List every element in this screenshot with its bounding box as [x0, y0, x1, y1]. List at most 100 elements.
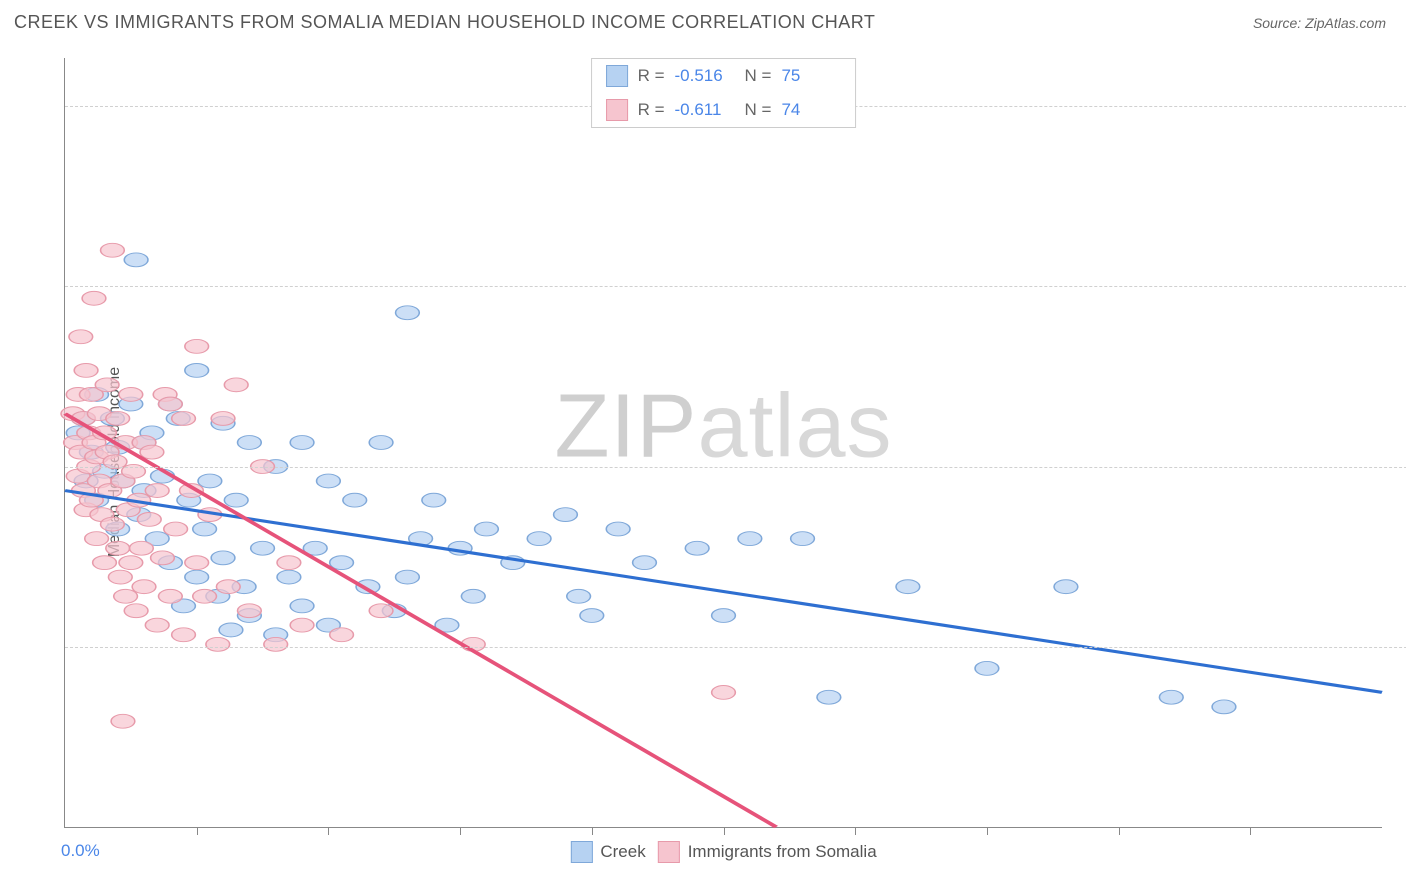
data-point — [211, 412, 235, 426]
data-point — [712, 686, 736, 700]
data-point — [290, 436, 314, 450]
data-point — [119, 556, 143, 570]
data-point — [101, 517, 125, 531]
data-point — [461, 589, 485, 603]
data-point — [130, 541, 154, 555]
y-tick-label: $37,500 — [1392, 637, 1406, 657]
scatter-svg — [65, 58, 1382, 827]
data-point — [85, 532, 109, 546]
x-tick — [328, 827, 329, 835]
data-point — [738, 532, 762, 546]
data-point — [567, 589, 591, 603]
data-point — [264, 637, 288, 651]
stats-legend-row: R = -0.516 N = 75 — [592, 59, 856, 93]
x-tick — [1250, 827, 1251, 835]
data-point — [1212, 700, 1236, 714]
data-point — [238, 604, 262, 618]
data-point — [396, 570, 420, 584]
x-tick — [855, 827, 856, 835]
legend-item-creek: Creek — [570, 841, 645, 863]
data-point — [193, 589, 217, 603]
trend-line — [65, 491, 1382, 693]
data-point — [198, 474, 222, 488]
data-point — [343, 493, 367, 507]
x-tick — [987, 827, 988, 835]
x-tick — [1119, 827, 1120, 835]
somalia-n-value: 74 — [781, 100, 841, 120]
data-point — [145, 484, 169, 498]
somalia-swatch — [606, 99, 628, 121]
data-point — [82, 291, 106, 305]
y-tick-label: $112,500 — [1392, 276, 1406, 296]
data-point — [224, 378, 248, 392]
data-point — [606, 522, 630, 536]
data-point — [140, 445, 164, 459]
data-point — [172, 412, 196, 426]
data-point — [330, 628, 354, 642]
creek-r-value: -0.516 — [675, 66, 735, 86]
data-point — [95, 378, 119, 392]
x-tick — [197, 827, 198, 835]
data-point — [290, 599, 314, 613]
legend-label: Creek — [600, 842, 645, 862]
stats-legend-row: R = -0.611 N = 74 — [592, 93, 856, 127]
data-point — [1054, 580, 1078, 594]
somalia-r-value: -0.611 — [675, 100, 735, 120]
data-point — [124, 604, 148, 618]
somalia-swatch-icon — [658, 841, 680, 863]
series-legend: Creek Immigrants from Somalia — [570, 841, 876, 863]
data-point — [151, 551, 175, 565]
data-point — [791, 532, 815, 546]
data-point — [290, 618, 314, 632]
legend-label: Immigrants from Somalia — [688, 842, 877, 862]
data-point — [132, 580, 156, 594]
data-point — [369, 436, 393, 450]
gridline — [65, 647, 1406, 648]
data-point — [216, 580, 240, 594]
data-point — [712, 609, 736, 623]
data-point — [145, 618, 169, 632]
data-point — [111, 714, 135, 728]
data-point — [206, 637, 230, 651]
plot-region: ZIPatlas 0.0% 50.0% R = -0.516 N = 75 R … — [64, 58, 1382, 828]
data-point — [224, 493, 248, 507]
data-point — [277, 556, 301, 570]
creek-n-value: 75 — [781, 66, 841, 86]
data-point — [119, 388, 143, 402]
data-point — [185, 556, 209, 570]
data-point — [106, 541, 130, 555]
data-point — [251, 541, 275, 555]
data-point — [277, 570, 301, 584]
data-point — [475, 522, 499, 536]
data-point — [159, 589, 183, 603]
gridline — [65, 286, 1406, 287]
trend-line — [65, 414, 776, 827]
data-point — [633, 556, 657, 570]
data-point — [185, 570, 209, 584]
data-point — [219, 623, 243, 637]
data-point — [817, 690, 841, 704]
data-point — [159, 397, 183, 411]
data-point — [124, 253, 148, 267]
data-point — [238, 436, 262, 450]
data-point — [369, 604, 393, 618]
data-point — [1159, 690, 1183, 704]
data-point — [172, 628, 196, 642]
data-point — [69, 330, 93, 344]
data-point — [108, 570, 132, 584]
data-point — [317, 474, 341, 488]
data-point — [74, 363, 98, 377]
creek-swatch-icon — [570, 841, 592, 863]
data-point — [106, 412, 130, 426]
data-point — [896, 580, 920, 594]
data-point — [554, 508, 578, 522]
data-point — [185, 339, 209, 353]
data-point — [93, 556, 117, 570]
data-point — [580, 609, 604, 623]
data-point — [527, 532, 551, 546]
y-tick-label: $75,000 — [1392, 457, 1406, 477]
data-point — [114, 589, 138, 603]
source-attribution: Source: ZipAtlas.com — [1253, 15, 1386, 31]
x-tick — [592, 827, 593, 835]
data-point — [975, 661, 999, 675]
